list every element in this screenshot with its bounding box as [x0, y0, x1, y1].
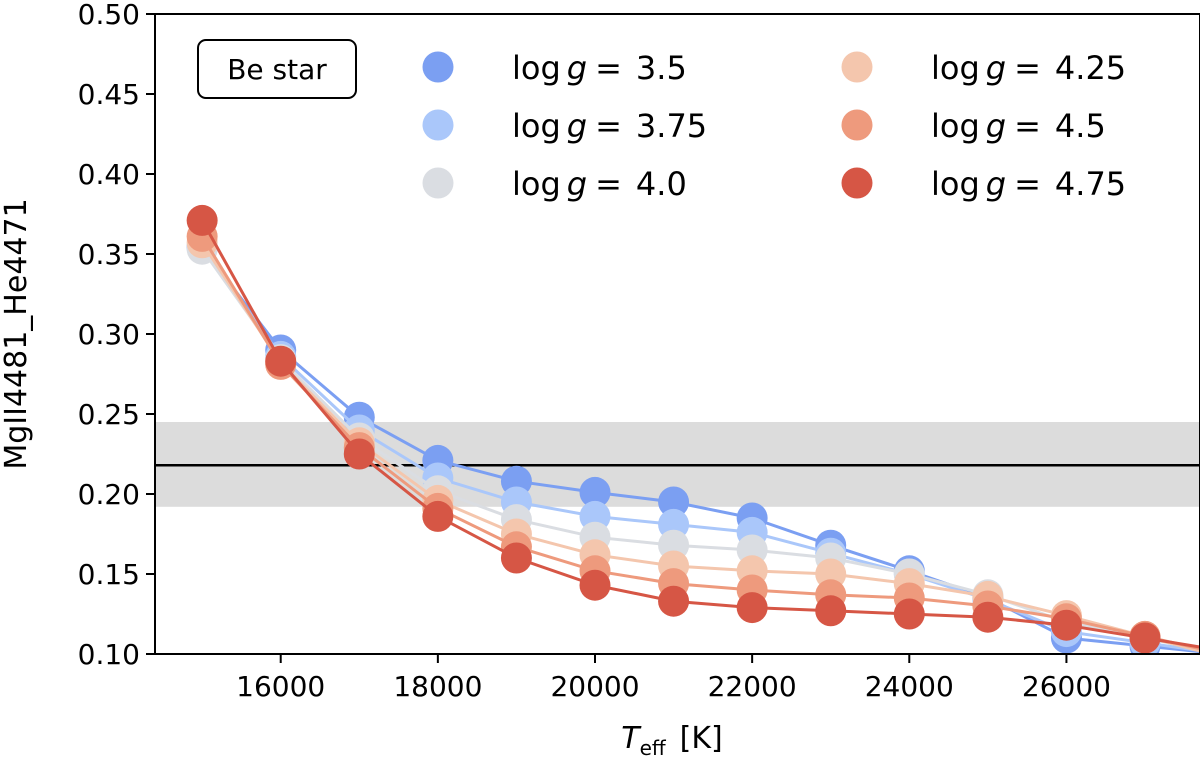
data-point [658, 585, 690, 617]
data-point [500, 542, 532, 574]
data-point [579, 476, 611, 508]
legend-item: log g = 4.75 [841, 165, 1126, 203]
legend-label: log g = 4.75 [931, 165, 1126, 203]
x-tick-label: 26000 [1022, 670, 1111, 703]
y-tick-label: 0.25 [78, 398, 140, 431]
data-point [422, 500, 454, 532]
series-layer [186, 204, 1200, 654]
data-point [265, 345, 297, 377]
y-tick-label: 0.45 [78, 78, 140, 111]
annotation-text: Be star [227, 53, 327, 86]
y-tick-label: 0.50 [78, 0, 140, 31]
data-point [1050, 609, 1082, 641]
y-tick-label: 0.10 [78, 638, 140, 671]
axes-layer: 16000 18000 20000 22000 24000 26000 0.10 0.15 0.… [78, 0, 1111, 703]
x-axis-label: Teff [K] [621, 721, 723, 760]
legend-item: log g = 3.5 [422, 49, 687, 87]
x-axis-label-unit: [K] [680, 721, 723, 756]
legend-item: log g = 4.25 [841, 49, 1126, 87]
y-tick-label: 0.35 [78, 238, 140, 271]
legend-marker [422, 167, 454, 199]
legend-label: log g = 4.0 [512, 165, 687, 203]
legend-item: log g = 4.0 [422, 165, 687, 203]
x-tick-label: 20000 [550, 670, 639, 703]
data-point [815, 595, 847, 627]
legend-label: log g = 4.5 [931, 107, 1106, 145]
legend-marker [422, 51, 454, 83]
data-point [893, 598, 925, 630]
y-tick-label: 0.20 [78, 478, 140, 511]
data-point [736, 592, 768, 624]
data-point [972, 601, 1004, 633]
legend: log g = 3.5 log g = 3.75 log g = 4.0 log g = 4.25 log g = 4… [422, 49, 1126, 203]
x-axis-label-main: T [621, 721, 642, 756]
data-point [186, 204, 218, 236]
legend-marker [841, 167, 873, 199]
legend-label: log g = 4.25 [931, 49, 1126, 87]
data-point [343, 438, 375, 470]
legend-item: log g = 3.75 [422, 107, 707, 145]
y-axis-label: MgII4481_He4471 [0, 198, 34, 469]
data-point [579, 569, 611, 601]
legend-marker [841, 51, 873, 83]
annotation-frame [197, 39, 357, 99]
x-tick-label: 24000 [865, 670, 954, 703]
y-tick-label: 0.15 [78, 558, 140, 591]
x-axis-label-sub: eff [640, 736, 667, 760]
series-4-75 [186, 204, 1200, 654]
legend-marker [841, 109, 873, 141]
x-tick-label: 16000 [236, 670, 325, 703]
legend-label: log g = 3.5 [512, 49, 687, 87]
legend-item: log g = 4.5 [841, 107, 1106, 145]
annotation-box: Be star [197, 39, 357, 99]
y-tick-label: 0.40 [78, 158, 140, 191]
legend-marker [422, 109, 454, 141]
y-tick-label: 0.30 [78, 318, 140, 351]
data-point [1129, 622, 1161, 654]
x-tick-label: 22000 [708, 670, 797, 703]
data-point [658, 486, 690, 518]
x-tick-label: 18000 [393, 670, 482, 703]
legend-label: log g = 3.75 [512, 107, 707, 145]
